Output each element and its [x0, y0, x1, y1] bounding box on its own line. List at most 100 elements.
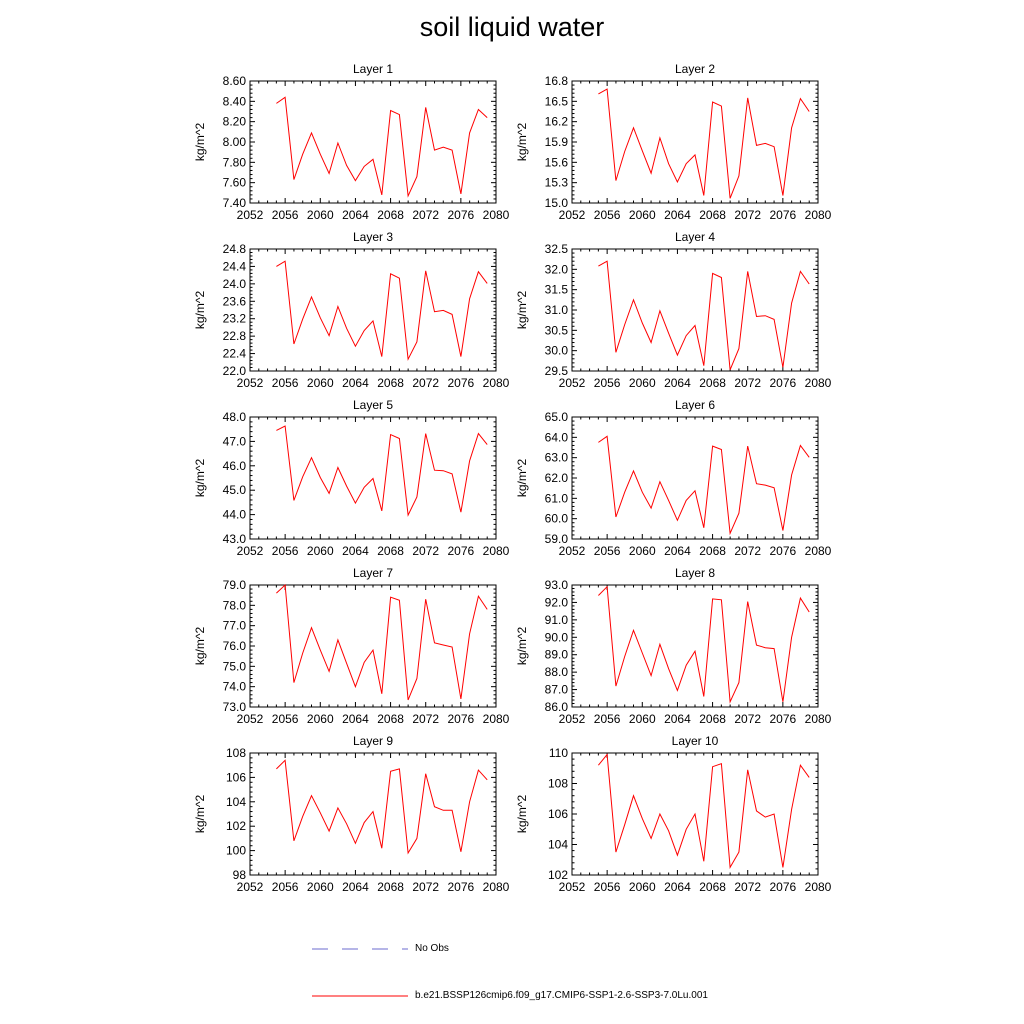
- panel-layer-9: 2052 2056 2060 2064 2068 2072 2076 2080 98 100 102…: [193, 734, 510, 894]
- y-tick-label: 15.0: [545, 196, 569, 210]
- panel-title: Layer 2: [675, 62, 715, 76]
- x-tick-label: 2064: [342, 544, 369, 558]
- x-tick-label: 2064: [342, 712, 369, 726]
- x-tick-label: 2060: [629, 208, 656, 222]
- x-tick-label: 2068: [699, 376, 726, 390]
- x-tick-label: 2052: [237, 712, 264, 726]
- x-tick-label: 2076: [448, 376, 475, 390]
- panel-layer-2: 2052 2056 2060 2064 2068 2072 2076 2080 15.0 15.3…: [515, 62, 832, 222]
- y-tick-label: 16.8: [545, 74, 569, 88]
- y-tick-label: 30.5: [545, 323, 569, 337]
- x-tick-label: 2072: [412, 544, 439, 558]
- y-tick-label: 44.0: [223, 508, 247, 522]
- y-tick-label: 110: [549, 746, 568, 760]
- y-tick-label: 22.8: [223, 329, 247, 343]
- panel-layer-8: 2052 2056 2060 2064 2068 2072 2076 2080 86.0 87.0…: [515, 566, 832, 726]
- y-axis-label: kg/m^2: [193, 795, 207, 834]
- y-tick-label: 88.0: [545, 665, 569, 679]
- y-tick-label: 8.60: [223, 74, 247, 88]
- x-tick-label: 2080: [805, 208, 832, 222]
- series-line: [276, 425, 488, 517]
- y-tick-label: 100: [226, 844, 246, 858]
- x-tick-label: 2076: [770, 880, 797, 894]
- y-tick-label: 32.0: [545, 262, 569, 276]
- x-tick-label: 2064: [664, 544, 691, 558]
- x-tick-label: 2056: [272, 712, 299, 726]
- y-tick-label: 102: [548, 868, 568, 882]
- y-tick-label: 75.0: [223, 659, 247, 673]
- x-tick-label: 2056: [594, 880, 621, 894]
- y-tick-label: 74.0: [223, 680, 247, 694]
- x-tick-label: 2080: [805, 712, 832, 726]
- x-tick-label: 2072: [412, 376, 439, 390]
- series-line: [598, 435, 810, 536]
- x-tick-label: 2076: [770, 208, 797, 222]
- y-axis-label: kg/m^2: [193, 123, 207, 162]
- panel-title: Layer 1: [353, 62, 393, 76]
- panel-layer-1: 2052 2056 2060 2064 2068 2072 2076 2080 7.40 7.60…: [193, 62, 510, 222]
- y-tick-label: 102: [226, 819, 246, 833]
- x-tick-label: 2052: [559, 712, 586, 726]
- panel-layer-10: 2052 2056 2060 2064 2068 2072 2076 2080 102 104 10…: [515, 734, 832, 894]
- x-tick-label: 2060: [629, 544, 656, 558]
- legend-model-label: b.e21.BSSP126cmip6.f09_g17.CMIP6-SSP1-2.…: [415, 990, 708, 1001]
- panel-layer-7: 2052 2056 2060 2064 2068 2072 2076 2080 73.0 74.0…: [193, 566, 510, 726]
- x-tick-label: 2068: [377, 208, 404, 222]
- y-tick-label: 16.5: [545, 94, 569, 108]
- y-tick-label: 43.0: [223, 532, 247, 546]
- y-tick-label: 23.2: [223, 312, 247, 326]
- panel-layer-6: 2052 2056 2060 2064 2068 2072 2076 2080 59.0 60.0…: [515, 398, 832, 558]
- panel-title: Layer 10: [672, 734, 719, 748]
- y-tick-label: 47.0: [223, 434, 247, 448]
- y-tick-label: 93.0: [545, 578, 569, 592]
- x-tick-label: 2064: [342, 376, 369, 390]
- panel-title: Layer 5: [353, 398, 393, 412]
- x-tick-label: 2056: [272, 544, 299, 558]
- x-tick-label: 2068: [699, 544, 726, 558]
- y-axis-label: kg/m^2: [193, 459, 207, 498]
- x-tick-label: 2052: [237, 880, 264, 894]
- legend-obs-label: No Obs: [415, 943, 449, 954]
- y-tick-label: 104: [226, 795, 246, 809]
- y-tick-label: 7.80: [223, 155, 247, 169]
- y-tick-label: 61.0: [545, 491, 569, 505]
- panel-layer-5: 2052 2056 2060 2064 2068 2072 2076 2080 43.0 44.0…: [193, 398, 510, 558]
- x-tick-label: 2072: [734, 712, 761, 726]
- y-tick-label: 16.2: [545, 115, 569, 129]
- x-tick-label: 2072: [734, 208, 761, 222]
- x-tick-label: 2060: [629, 712, 656, 726]
- x-tick-label: 2060: [307, 880, 334, 894]
- y-tick-label: 31.5: [545, 283, 569, 297]
- x-tick-label: 2056: [594, 544, 621, 558]
- y-axis-label: kg/m^2: [515, 627, 529, 666]
- x-tick-label: 2068: [377, 880, 404, 894]
- x-tick-label: 2068: [377, 712, 404, 726]
- x-tick-label: 2072: [734, 376, 761, 390]
- y-tick-label: 60.0: [545, 512, 569, 526]
- x-tick-label: 2080: [805, 376, 832, 390]
- y-tick-label: 48.0: [223, 410, 247, 424]
- x-tick-label: 2076: [448, 208, 475, 222]
- x-tick-label: 2072: [412, 880, 439, 894]
- x-tick-label: 2060: [629, 376, 656, 390]
- panel-title: Layer 9: [353, 734, 393, 748]
- x-tick-label: 2060: [307, 376, 334, 390]
- x-tick-label: 2076: [448, 880, 475, 894]
- x-tick-label: 2068: [699, 712, 726, 726]
- x-tick-label: 2080: [483, 712, 510, 726]
- y-tick-label: 92.0: [545, 595, 569, 609]
- x-tick-label: 2056: [272, 376, 299, 390]
- x-tick-label: 2064: [664, 208, 691, 222]
- x-tick-label: 2080: [805, 544, 832, 558]
- y-tick-label: 45.0: [223, 483, 247, 497]
- x-tick-label: 2068: [699, 880, 726, 894]
- x-tick-label: 2060: [629, 880, 656, 894]
- y-tick-label: 77.0: [223, 619, 247, 633]
- y-tick-label: 76.0: [223, 639, 247, 653]
- x-tick-label: 2056: [594, 208, 621, 222]
- panel-title: Layer 4: [675, 230, 715, 244]
- y-tick-label: 8.00: [223, 135, 247, 149]
- x-tick-label: 2076: [770, 376, 797, 390]
- y-tick-label: 22.0: [223, 364, 247, 378]
- x-tick-label: 2052: [559, 544, 586, 558]
